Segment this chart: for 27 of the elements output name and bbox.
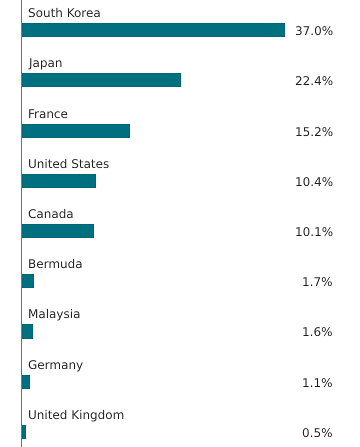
data-label: 1.7%: [302, 275, 332, 289]
y-tick-label: United Kingdom: [28, 408, 124, 422]
data-label: 37.0%: [295, 24, 334, 38]
data-label: 1.1%: [302, 376, 332, 390]
data-label: 10.4%: [295, 175, 334, 189]
y-tick-label: Germany: [28, 358, 84, 372]
y-tick-label: Canada: [28, 207, 74, 221]
y-tick-label: Malaysia: [28, 307, 80, 321]
bar: [22, 274, 34, 288]
y-tick-label: France: [28, 107, 68, 121]
bar: [22, 324, 33, 339]
y-tick-label: South Korea: [28, 6, 101, 20]
bar: [22, 174, 96, 188]
bar: [22, 224, 94, 238]
data-label: 1.6%: [302, 325, 332, 339]
y-tick-label: Japan: [28, 56, 62, 70]
bar: [22, 73, 181, 87]
data-label: 10.1%: [295, 225, 334, 239]
data-label: 22.4%: [295, 74, 334, 88]
bar: [22, 23, 285, 37]
bar: [22, 375, 30, 389]
bar: [22, 124, 130, 138]
data-label: 15.2%: [295, 125, 334, 139]
bar: [22, 425, 26, 439]
y-tick-label: Bermuda: [28, 257, 83, 271]
y-tick-label: United States: [28, 157, 110, 171]
data-label: 0.5%: [302, 426, 332, 440]
